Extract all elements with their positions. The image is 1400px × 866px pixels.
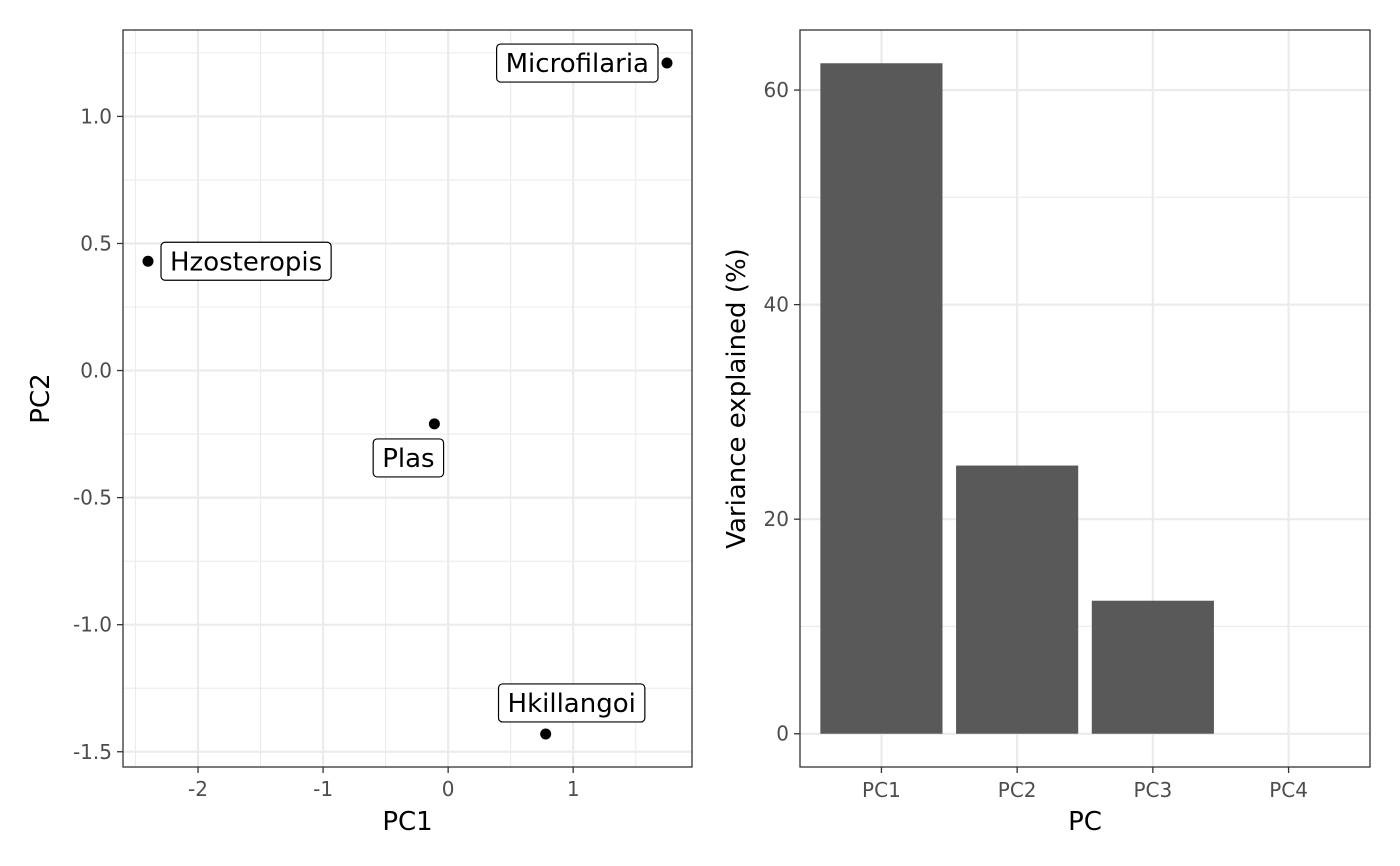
data-point xyxy=(661,57,673,69)
x-tick-label: 1 xyxy=(567,777,580,801)
point-label-group: Plas xyxy=(372,438,445,478)
bar-pc1 xyxy=(820,63,943,734)
y-tick-label: 0 xyxy=(776,722,789,746)
point-label-group: Hzosteropis xyxy=(160,241,332,281)
y-tick-label: -1.0 xyxy=(73,613,112,637)
point-label-group: Hkillangoi xyxy=(497,683,646,723)
point-label: Microfilaria xyxy=(506,49,649,79)
x-tick-label: PC1 xyxy=(862,778,901,802)
x-tick-label: PC3 xyxy=(1133,778,1172,802)
point-label-box xyxy=(497,683,646,723)
y-tick-label: -1.5 xyxy=(73,740,112,764)
bar-pc2 xyxy=(956,465,1079,734)
y-tick-label: 40 xyxy=(764,293,789,317)
x-tick-label: 0 xyxy=(442,777,455,801)
x-tick-label: PC2 xyxy=(998,778,1037,802)
y-axis-title: PC2 xyxy=(26,373,56,423)
y-tick-label: 0.5 xyxy=(80,231,112,255)
variance-bar-panel: 0 20 40 60 PC1 PC2 PC3 PC4 PC Variance explained … xyxy=(722,29,1371,837)
y-tick-label: 1.0 xyxy=(80,104,112,128)
x-tick-label: -1 xyxy=(313,777,333,801)
data-point xyxy=(142,255,154,267)
point-label-group: Microfilaria xyxy=(496,43,659,83)
y-tick-label: 20 xyxy=(764,507,789,531)
y-tick-label: 0.0 xyxy=(80,359,112,383)
bar-panel-border xyxy=(799,29,1371,768)
point-label-box xyxy=(496,43,659,83)
point-label: Plas xyxy=(382,444,434,474)
point-label: Hzosteropis xyxy=(170,247,322,277)
pca-scatter-panel: -2 -1 0 1 -1.5 -1.0 -0.5 0.0 0.5 1.0 Microfilaria H… xyxy=(26,29,693,837)
scatter-panel-border xyxy=(122,29,693,768)
point-label-box xyxy=(160,241,332,281)
x-tick-label: PC4 xyxy=(1269,778,1308,802)
scatter-plot-background xyxy=(123,30,692,767)
bar-pc3 xyxy=(1091,600,1214,734)
x-tick-label: -2 xyxy=(188,777,208,801)
data-point xyxy=(540,728,552,740)
point-label: Hkillangoi xyxy=(508,689,636,719)
y-tick-label: -0.5 xyxy=(73,486,112,510)
y-tick-label: 60 xyxy=(764,78,789,102)
point-label-box xyxy=(372,438,445,478)
data-point xyxy=(428,418,440,430)
x-axis-title: PC xyxy=(1068,807,1102,837)
y-axis-title: Variance explained (%) xyxy=(722,248,752,549)
x-axis-title: PC1 xyxy=(382,807,432,837)
